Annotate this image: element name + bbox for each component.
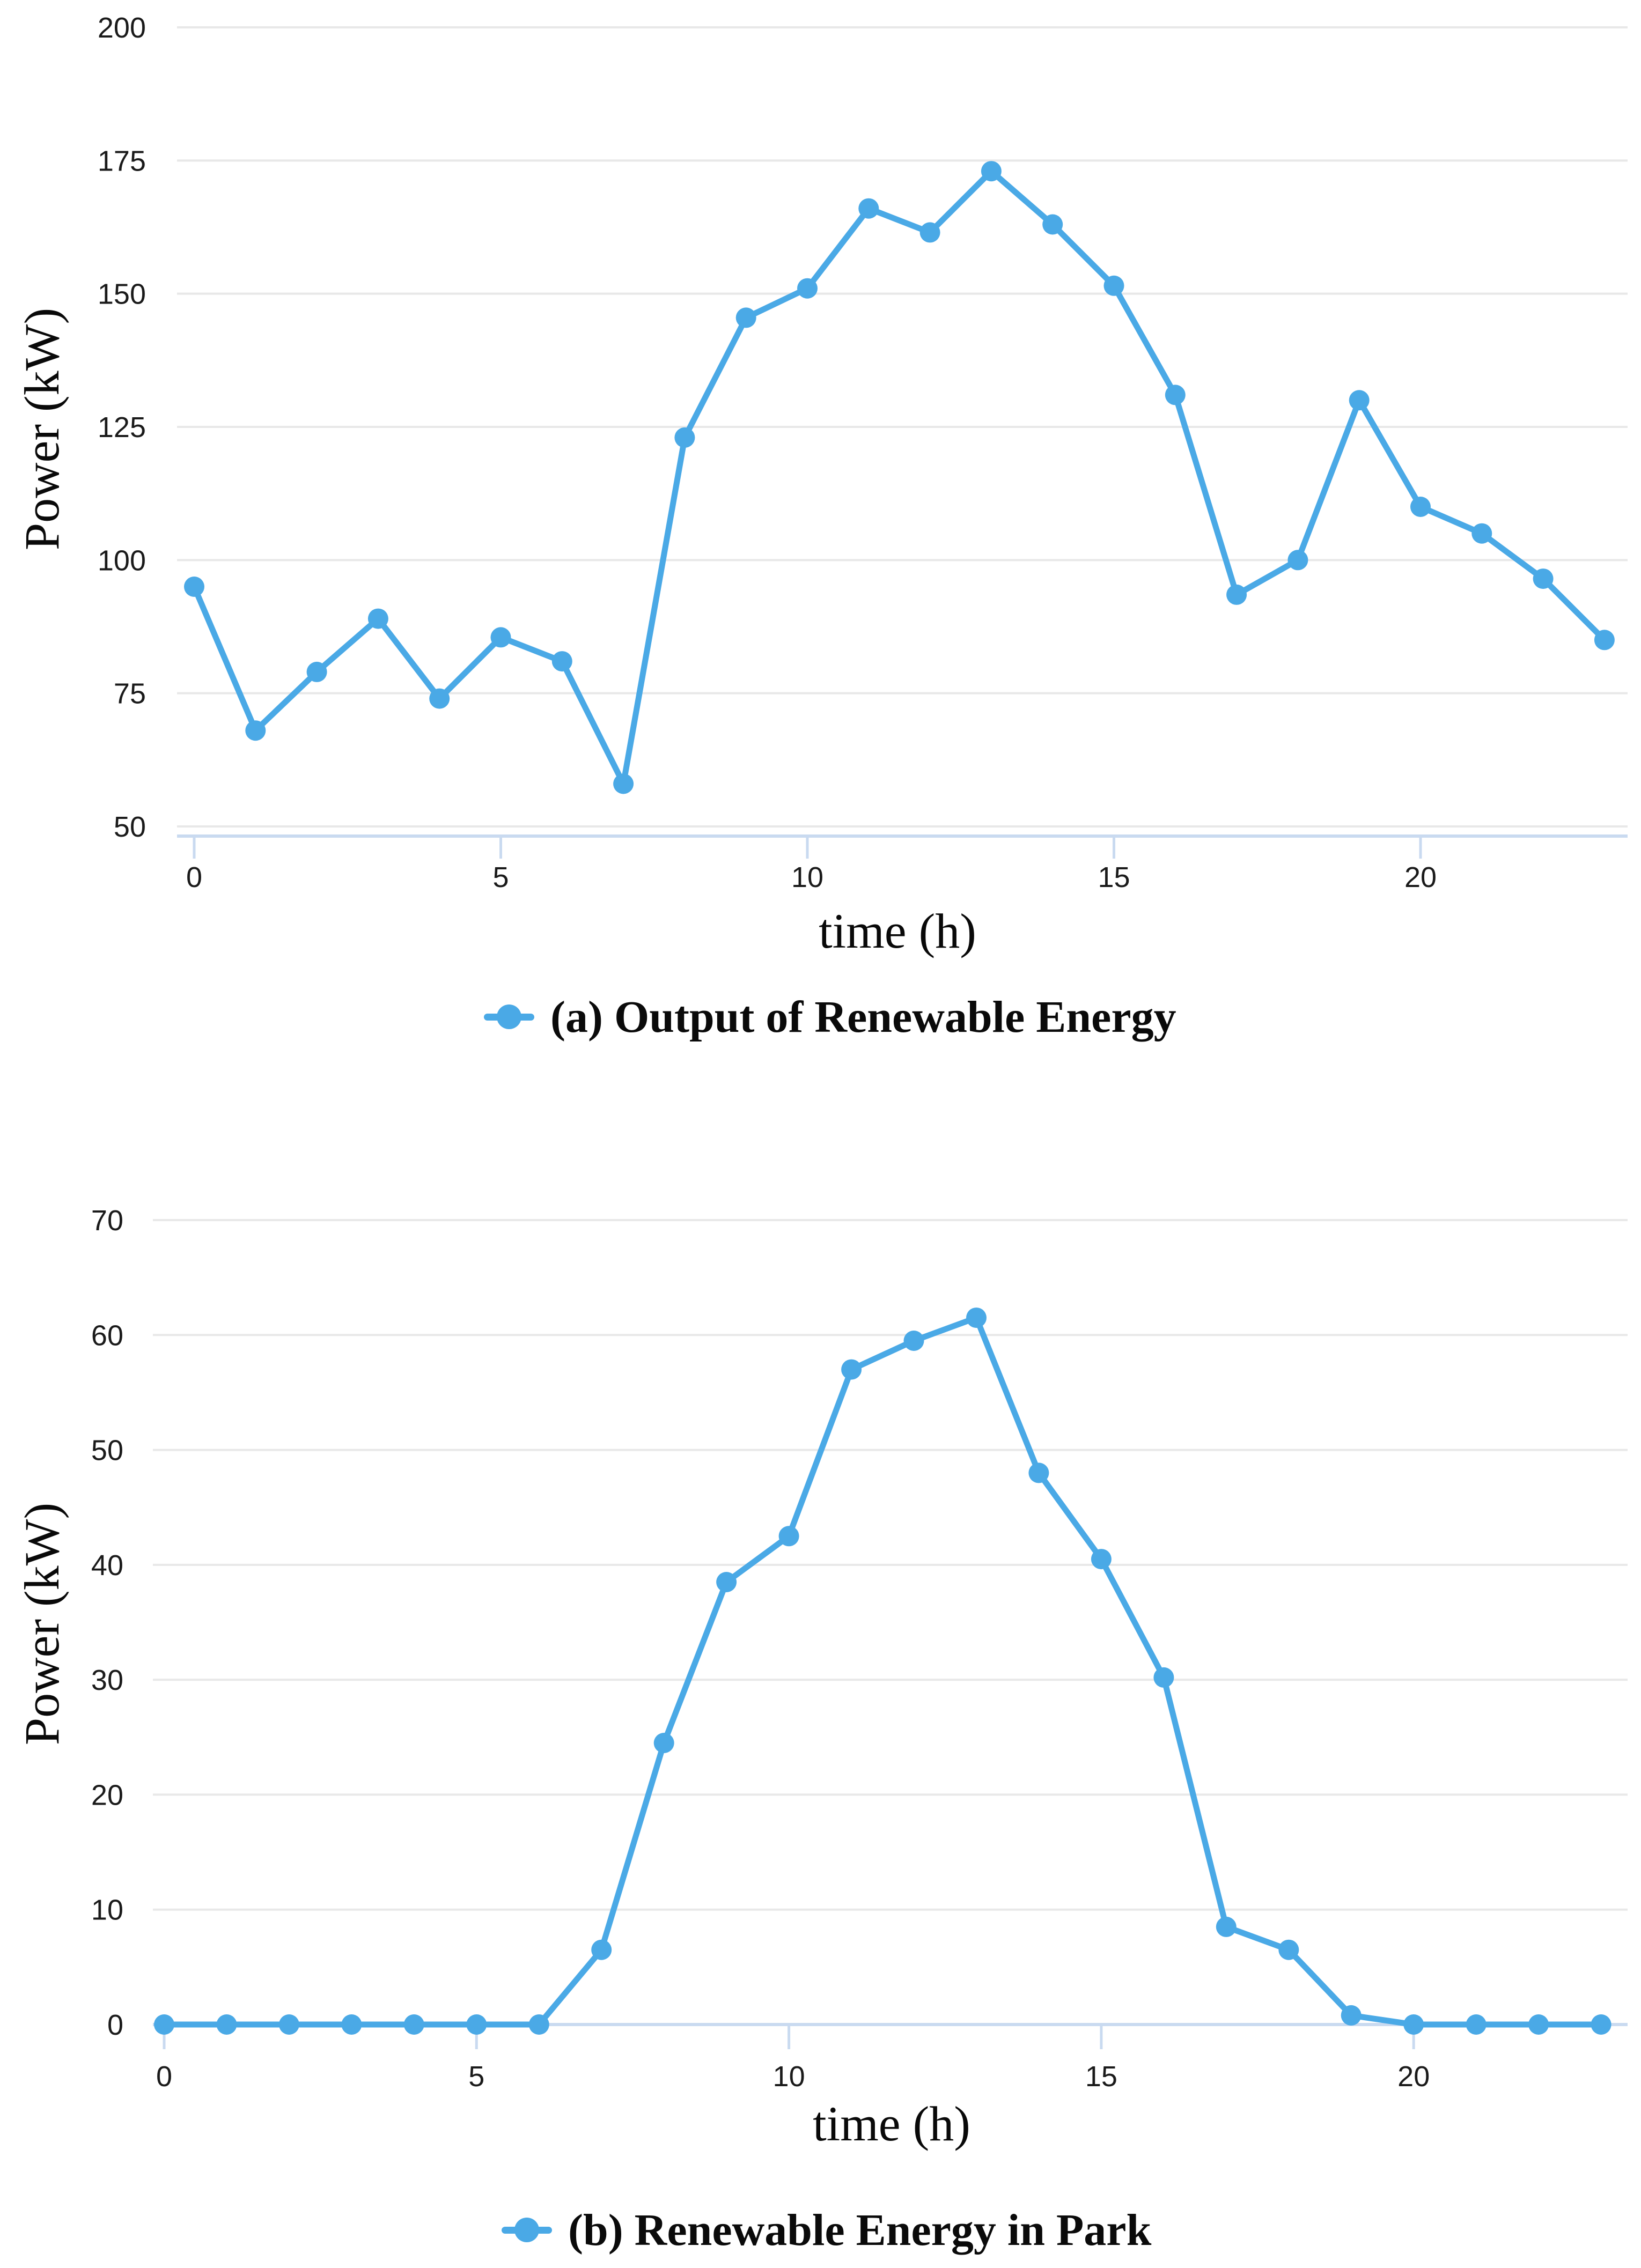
data-point-marker bbox=[1466, 2014, 1487, 2035]
data-point-marker bbox=[1226, 584, 1247, 605]
y-tick-label: 60 bbox=[91, 1319, 123, 1351]
data-point-marker bbox=[1042, 214, 1063, 235]
chart-a-legend: (a) Output of Renewable Energy bbox=[484, 989, 1176, 1045]
y-tick-label: 125 bbox=[98, 411, 146, 444]
x-tick-label: 10 bbox=[791, 861, 823, 893]
y-tick-label: 30 bbox=[91, 1664, 123, 1696]
data-point-marker bbox=[966, 1307, 987, 1328]
y-tick-label: 100 bbox=[98, 544, 146, 577]
x-tick-label: 5 bbox=[492, 861, 509, 893]
data-point-marker bbox=[551, 651, 572, 672]
data-point-marker bbox=[797, 278, 818, 299]
data-point-marker bbox=[429, 688, 450, 709]
y-tick-label: 75 bbox=[114, 678, 146, 710]
data-point-marker bbox=[1594, 630, 1615, 651]
chart-b-x-axis-title: time (h) bbox=[813, 2096, 970, 2151]
chart-a-legend-label: (a) Output of Renewable Energy bbox=[550, 992, 1176, 1042]
y-tick-label: 0 bbox=[107, 2009, 123, 2041]
chart-b-legend-label: (b) Renewable Energy in Park bbox=[568, 2205, 1152, 2255]
y-tick-label: 200 bbox=[98, 12, 146, 44]
data-point-marker bbox=[613, 773, 634, 794]
y-tick-label: 20 bbox=[91, 1779, 123, 1811]
x-tick-label: 5 bbox=[468, 2060, 484, 2093]
data-point-marker bbox=[367, 608, 388, 629]
data-point-marker bbox=[306, 661, 327, 682]
data-point-marker bbox=[778, 1526, 799, 1547]
data-point-marker bbox=[245, 720, 266, 741]
chart-b-legend: (b) Renewable Energy in Park bbox=[502, 2202, 1151, 2258]
chart-a-x-axis-title: time (h) bbox=[819, 904, 976, 958]
data-point-marker bbox=[278, 2014, 299, 2035]
data-point-marker bbox=[591, 1939, 612, 1960]
chart-b-y-axis-title: Power (kW) bbox=[14, 1502, 69, 1746]
data-point-marker bbox=[1287, 550, 1308, 571]
x-tick-label: 15 bbox=[1098, 861, 1130, 893]
data-point-marker bbox=[154, 2014, 174, 2035]
data-point-marker bbox=[716, 1572, 737, 1592]
data-point-marker bbox=[341, 2014, 362, 2035]
data-point-marker bbox=[1028, 1462, 1049, 1483]
data-point-marker bbox=[1410, 497, 1431, 517]
data-point-marker bbox=[1103, 275, 1124, 296]
series-line bbox=[191, 168, 1608, 787]
y-tick-label: 50 bbox=[91, 1435, 123, 1467]
y-tick-label: 150 bbox=[98, 278, 146, 311]
data-point-marker bbox=[1165, 385, 1186, 405]
data-point-marker bbox=[841, 1359, 862, 1380]
data-point-marker bbox=[216, 2014, 237, 2035]
y-tick-label: 70 bbox=[91, 1205, 123, 1237]
x-tick-label: 0 bbox=[186, 861, 202, 893]
data-point-marker bbox=[1471, 523, 1492, 544]
data-point-marker bbox=[1091, 1549, 1112, 1570]
data-point-marker bbox=[1278, 1939, 1299, 1960]
x-tick-label: 20 bbox=[1397, 2060, 1430, 2093]
data-point-marker bbox=[1591, 2014, 1611, 2035]
data-point-marker bbox=[919, 222, 940, 243]
chart-a-legend-line-marker-icon bbox=[484, 1013, 534, 1021]
data-point-marker bbox=[403, 2014, 424, 2035]
data-point-marker bbox=[1153, 1667, 1174, 1688]
data-point-marker bbox=[674, 427, 695, 448]
data-point-marker bbox=[858, 198, 879, 219]
data-point-marker bbox=[466, 2014, 487, 2035]
y-tick-label: 50 bbox=[114, 811, 146, 843]
data-point-marker bbox=[490, 627, 511, 648]
data-point-marker bbox=[1341, 2005, 1362, 2026]
data-point-marker bbox=[528, 2014, 549, 2035]
data-point-marker bbox=[1528, 2014, 1549, 2035]
x-tick-label: 20 bbox=[1404, 861, 1437, 893]
chart-a-y-axis-title: Power (kW) bbox=[14, 307, 69, 551]
data-point-marker bbox=[1216, 1916, 1237, 1937]
data-point-marker bbox=[653, 1733, 674, 1753]
y-tick-label: 40 bbox=[91, 1549, 123, 1582]
data-point-marker bbox=[184, 577, 204, 597]
x-tick-label: 10 bbox=[773, 2060, 805, 2093]
x-tick-label: 0 bbox=[156, 2060, 172, 2093]
data-point-marker bbox=[735, 307, 756, 328]
chart-b-legend-line-marker-icon bbox=[502, 2226, 552, 2234]
y-tick-label: 10 bbox=[91, 1894, 123, 1926]
data-point-marker bbox=[1403, 2014, 1424, 2035]
data-point-marker bbox=[981, 161, 1002, 182]
data-point-marker bbox=[1349, 390, 1370, 411]
y-tick-label: 175 bbox=[98, 145, 146, 177]
data-point-marker bbox=[903, 1331, 924, 1351]
series-line bbox=[161, 1314, 1605, 2028]
x-tick-label: 15 bbox=[1085, 2060, 1117, 2093]
data-point-marker bbox=[1533, 568, 1554, 589]
